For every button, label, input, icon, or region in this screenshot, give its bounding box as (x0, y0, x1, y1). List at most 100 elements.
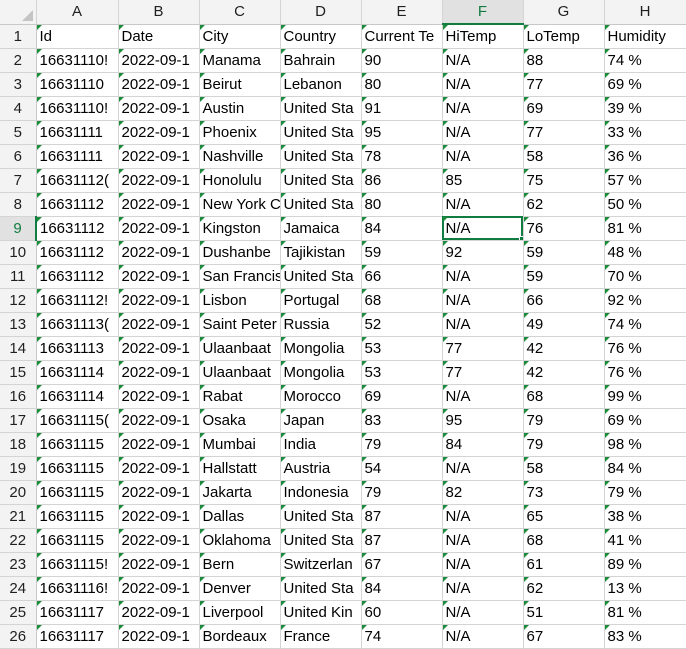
cell-G12[interactable]: 66 (523, 288, 605, 313)
row-header-8[interactable]: 8 (0, 192, 37, 217)
cell-G25[interactable]: 51 (523, 600, 605, 625)
cell-A13[interactable]: 16631113( (36, 312, 119, 337)
cell-F4[interactable]: N/A (442, 96, 524, 121)
cell-C11[interactable]: San Francis (199, 264, 281, 289)
cell-A7[interactable]: 16631112( (36, 168, 119, 193)
cell-G15[interactable]: 42 (523, 360, 605, 385)
cell-A23[interactable]: 16631115! (36, 552, 119, 577)
cell-D19[interactable]: Austria (280, 456, 362, 481)
cell-B2[interactable]: 2022-09-1 (118, 48, 200, 73)
cell-D18[interactable]: India (280, 432, 362, 457)
cell-B14[interactable]: 2022-09-1 (118, 336, 200, 361)
cell-D24[interactable]: United Sta (280, 576, 362, 601)
cell-F14[interactable]: 77 (442, 336, 524, 361)
cell-E6[interactable]: 78 (361, 144, 443, 169)
cell-B4[interactable]: 2022-09-1 (118, 96, 200, 121)
cell-E18[interactable]: 79 (361, 432, 443, 457)
cell-B5[interactable]: 2022-09-1 (118, 120, 200, 145)
row-header-23[interactable]: 23 (0, 552, 37, 577)
cell-H14[interactable]: 76 % (604, 336, 686, 361)
cell-F26[interactable]: N/A (442, 624, 524, 649)
row-header-16[interactable]: 16 (0, 384, 37, 409)
cell-C7[interactable]: Honolulu (199, 168, 281, 193)
cell-B17[interactable]: 2022-09-1 (118, 408, 200, 433)
cell-F15[interactable]: 77 (442, 360, 524, 385)
select-all-corner-button[interactable] (0, 0, 37, 25)
cell-E17[interactable]: 83 (361, 408, 443, 433)
cell-E10[interactable]: 59 (361, 240, 443, 265)
cell-C13[interactable]: Saint Peter (199, 312, 281, 337)
cell-A4[interactable]: 16631110! (36, 96, 119, 121)
cell-F19[interactable]: N/A (442, 456, 524, 481)
cell-H20[interactable]: 79 % (604, 480, 686, 505)
cell-G26[interactable]: 67 (523, 624, 605, 649)
row-header-6[interactable]: 6 (0, 144, 37, 169)
cell-C26[interactable]: Bordeaux (199, 624, 281, 649)
cell-C22[interactable]: Oklahoma (199, 528, 281, 553)
cell-A21[interactable]: 16631115 (36, 504, 119, 529)
cell-D22[interactable]: United Sta (280, 528, 362, 553)
cell-A3[interactable]: 16631110 (36, 72, 119, 97)
row-header-22[interactable]: 22 (0, 528, 37, 553)
row-header-20[interactable]: 20 (0, 480, 37, 505)
cell-H10[interactable]: 48 % (604, 240, 686, 265)
cell-C2[interactable]: Manama (199, 48, 281, 73)
cell-D9[interactable]: Jamaica (280, 216, 362, 241)
cell-H18[interactable]: 98 % (604, 432, 686, 457)
row-header-10[interactable]: 10 (0, 240, 37, 265)
cell-G4[interactable]: 69 (523, 96, 605, 121)
cell-D5[interactable]: United Sta (280, 120, 362, 145)
cell-H22[interactable]: 41 % (604, 528, 686, 553)
cell-G19[interactable]: 58 (523, 456, 605, 481)
cell-F20[interactable]: 82 (442, 480, 524, 505)
column-header-E[interactable]: E (361, 0, 443, 25)
cell-B23[interactable]: 2022-09-1 (118, 552, 200, 577)
cell-A25[interactable]: 16631117 (36, 600, 119, 625)
cell-B24[interactable]: 2022-09-1 (118, 576, 200, 601)
cell-B26[interactable]: 2022-09-1 (118, 624, 200, 649)
cell-C23[interactable]: Bern (199, 552, 281, 577)
cell-C5[interactable]: Phoenix (199, 120, 281, 145)
cell-H21[interactable]: 38 % (604, 504, 686, 529)
row-header-13[interactable]: 13 (0, 312, 37, 337)
cell-A5[interactable]: 16631111 (36, 120, 119, 145)
cell-B6[interactable]: 2022-09-1 (118, 144, 200, 169)
row-header-21[interactable]: 21 (0, 504, 37, 529)
cell-C6[interactable]: Nashville (199, 144, 281, 169)
cell-B18[interactable]: 2022-09-1 (118, 432, 200, 457)
row-header-14[interactable]: 14 (0, 336, 37, 361)
cell-D25[interactable]: United Kin (280, 600, 362, 625)
cell-F22[interactable]: N/A (442, 528, 524, 553)
row-header-11[interactable]: 11 (0, 264, 37, 289)
cell-G14[interactable]: 42 (523, 336, 605, 361)
cell-A11[interactable]: 16631112 (36, 264, 119, 289)
cell-E19[interactable]: 54 (361, 456, 443, 481)
cell-G7[interactable]: 75 (523, 168, 605, 193)
cell-B7[interactable]: 2022-09-1 (118, 168, 200, 193)
cell-G13[interactable]: 49 (523, 312, 605, 337)
cell-G16[interactable]: 68 (523, 384, 605, 409)
column-header-F[interactable]: F (442, 0, 524, 25)
row-header-18[interactable]: 18 (0, 432, 37, 457)
cell-G11[interactable]: 59 (523, 264, 605, 289)
row-header-24[interactable]: 24 (0, 576, 37, 601)
cell-A16[interactable]: 16631114 (36, 384, 119, 409)
cell-C4[interactable]: Austin (199, 96, 281, 121)
column-header-B[interactable]: B (118, 0, 200, 25)
cell-E3[interactable]: 80 (361, 72, 443, 97)
cell-A20[interactable]: 16631115 (36, 480, 119, 505)
cell-D11[interactable]: United Sta (280, 264, 362, 289)
cell-A24[interactable]: 16631116! (36, 576, 119, 601)
cell-F7[interactable]: 85 (442, 168, 524, 193)
row-header-1[interactable]: 1 (0, 24, 37, 49)
cell-G8[interactable]: 62 (523, 192, 605, 217)
row-header-2[interactable]: 2 (0, 48, 37, 73)
cell-D17[interactable]: Japan (280, 408, 362, 433)
cell-C25[interactable]: Liverpool (199, 600, 281, 625)
cell-C14[interactable]: Ulaanbaat (199, 336, 281, 361)
cell-E22[interactable]: 87 (361, 528, 443, 553)
cell-B11[interactable]: 2022-09-1 (118, 264, 200, 289)
cell-F16[interactable]: N/A (442, 384, 524, 409)
cell-C17[interactable]: Osaka (199, 408, 281, 433)
